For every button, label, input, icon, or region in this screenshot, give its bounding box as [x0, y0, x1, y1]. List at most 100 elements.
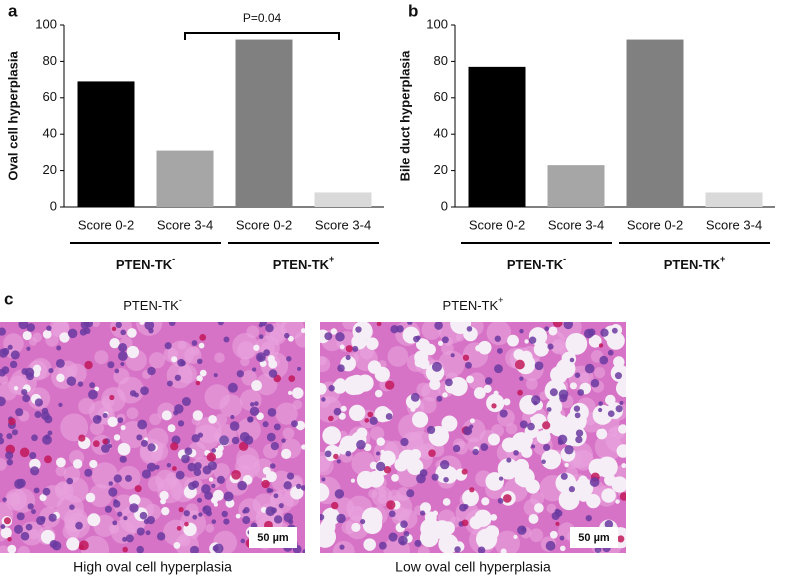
nucleus: [136, 434, 143, 441]
vacuole: [477, 340, 492, 355]
nucleus: [428, 449, 436, 458]
nucleus: [180, 360, 186, 367]
nucleus: [140, 386, 149, 396]
nucleus: [154, 464, 160, 470]
nucleus: [147, 366, 156, 376]
nucleus: [191, 434, 200, 443]
nucleus: [619, 492, 626, 501]
tissue-fiber: [349, 505, 365, 522]
nucleus: [184, 521, 189, 527]
tissue-fiber: [6, 492, 21, 507]
nucleus: [328, 385, 335, 392]
vacuole: [462, 489, 479, 507]
nucleus: [26, 323, 36, 332]
nucleus: [178, 507, 184, 513]
nucleus: [559, 535, 565, 541]
nucleus: [27, 503, 34, 510]
vacuole: [260, 506, 268, 513]
histology-image: [0, 322, 305, 553]
nucleus: [25, 523, 33, 531]
nucleus: [519, 420, 528, 429]
nucleus: [463, 504, 469, 510]
nucleus: [231, 436, 240, 445]
vacuole: [42, 329, 52, 339]
nucleus: [336, 513, 346, 524]
scale-bar-box: [570, 527, 618, 548]
vacuole: [565, 332, 588, 355]
nucleus: [599, 355, 609, 365]
vacuole: [322, 426, 342, 445]
nucleus: [146, 462, 157, 472]
histology-image: [320, 322, 626, 553]
nucleus: [431, 473, 439, 481]
nucleus: [147, 443, 156, 452]
vacuole: [514, 475, 525, 485]
nucleus: [559, 393, 568, 403]
tissue-fiber: [32, 332, 42, 343]
nucleus: [122, 546, 129, 553]
nucleus: [573, 405, 581, 412]
nucleus: [164, 342, 172, 350]
nucleus: [204, 491, 213, 500]
nucleus: [44, 455, 52, 464]
vacuole: [486, 393, 505, 413]
nucleus: [192, 514, 198, 520]
nucleus: [543, 443, 551, 452]
tissue-fiber: [149, 413, 162, 426]
image-title-sup: +: [498, 295, 503, 305]
vacuole: [523, 356, 531, 364]
tissue-fiber: [177, 364, 197, 384]
nucleus: [78, 544, 85, 551]
nucleus: [575, 435, 583, 444]
nucleus: [263, 349, 270, 356]
vacuole: [351, 334, 367, 350]
nucleus: [400, 437, 409, 447]
nucleus: [189, 545, 199, 553]
nucleus: [249, 402, 255, 407]
nucleus: [614, 372, 622, 380]
nucleus: [5, 451, 14, 460]
nucleus: [111, 326, 117, 332]
nucleus: [108, 481, 114, 486]
nucleus: [136, 527, 145, 536]
vacuole: [490, 513, 498, 521]
vacuole: [485, 472, 504, 491]
nucleus: [240, 538, 246, 544]
vacuole: [159, 490, 169, 501]
nucleus: [356, 439, 366, 450]
group-label-main: PTEN-TK: [664, 257, 721, 272]
vacuole: [287, 335, 294, 342]
group-label-main: PTEN-TK: [116, 257, 173, 272]
y-tick-label: 20: [434, 162, 448, 177]
x-tick-label: Score 0-2: [78, 217, 134, 232]
nucleus: [0, 437, 5, 445]
nucleus: [560, 472, 568, 480]
vacuole: [208, 477, 214, 482]
vacuole: [586, 493, 601, 509]
nucleus: [41, 411, 50, 420]
nucleus: [321, 397, 326, 402]
nucleus: [296, 483, 302, 490]
nucleus: [58, 402, 63, 408]
vacuole: [0, 527, 12, 539]
nucleus: [590, 379, 600, 388]
vacuole: [528, 513, 539, 524]
nucleus: [123, 515, 128, 521]
vacuole: [320, 519, 336, 535]
y-tick-label: 0: [50, 198, 57, 213]
nucleus: [407, 322, 413, 325]
nucleus: [534, 361, 544, 371]
nucleus: [84, 322, 94, 328]
nucleus: [113, 474, 123, 483]
vacuole: [442, 392, 448, 398]
nucleus: [528, 336, 537, 344]
vacuole: [429, 378, 441, 391]
nucleus: [281, 438, 286, 443]
nucleus: [415, 335, 421, 341]
vacuole: [561, 351, 577, 367]
vacuole: [292, 387, 304, 399]
nucleus: [267, 407, 277, 417]
nucleus: [445, 378, 453, 387]
vacuole: [615, 499, 620, 504]
tissue-fiber: [525, 378, 538, 390]
